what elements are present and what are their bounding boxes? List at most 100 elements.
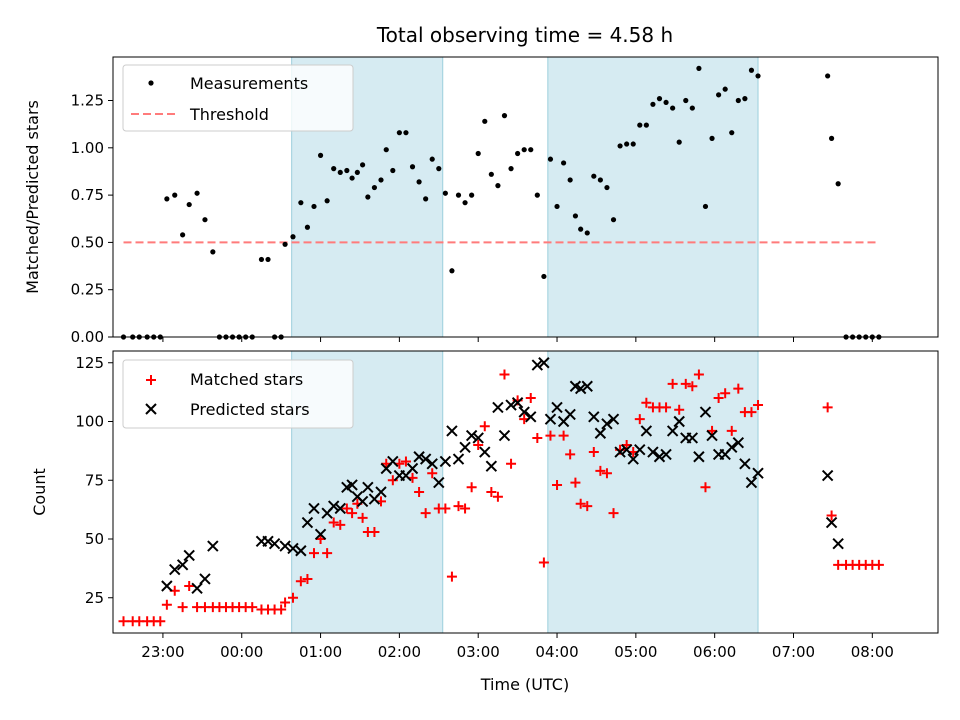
predicted-star-point <box>346 479 358 491</box>
measurement-point <box>349 175 355 181</box>
matched-star-point <box>506 458 517 469</box>
measurement-point <box>462 200 468 206</box>
measurement-point <box>617 143 623 149</box>
measurement-point <box>683 97 689 104</box>
measurement-point <box>378 177 384 183</box>
measurement-point <box>282 241 288 247</box>
predicted-star-point <box>433 476 445 489</box>
predicted-star-point <box>825 516 838 529</box>
measurement-point <box>735 97 741 104</box>
measurement-point <box>591 173 597 179</box>
legend-predicted-label: Predicted stars <box>190 400 310 419</box>
predicted-star-point <box>706 429 718 442</box>
matched-star-point <box>479 421 490 432</box>
measurement-point <box>469 192 475 198</box>
measurement-point <box>449 268 455 274</box>
legend-threshold-label: Threshold <box>189 105 269 124</box>
measurement-point <box>202 217 208 223</box>
predicted-star-point <box>505 399 517 411</box>
measurement-point <box>508 166 514 172</box>
predicted-star-point <box>525 411 537 423</box>
top-plot-frame <box>112 56 939 338</box>
measurement-point <box>656 96 663 102</box>
measurement-point <box>403 130 409 136</box>
matched-star-point <box>826 510 837 521</box>
predicted-star-point <box>439 455 452 468</box>
measurement-point <box>584 230 590 236</box>
matched-star-point <box>247 602 258 613</box>
matched-star-point <box>595 465 606 476</box>
chart-title: Total observing time = 4.58 h <box>376 23 673 47</box>
predicted-star-point <box>472 432 484 444</box>
matched-star-point <box>328 517 339 528</box>
x-tick-label: 04:00 <box>535 643 578 661</box>
measurement-point <box>689 105 695 111</box>
matched-star-point <box>414 487 425 497</box>
matched-star-point <box>545 430 556 441</box>
predicted-star-point <box>498 429 511 442</box>
matched-star-point <box>460 503 471 514</box>
predicted-star-point <box>551 401 563 414</box>
matched-star-point <box>733 383 744 394</box>
y-tick-label: 25 <box>85 589 104 607</box>
measurement-point <box>534 192 540 198</box>
matched-star-point <box>369 526 380 537</box>
matched-star-point <box>582 501 593 512</box>
bottom-x-axis-label: Time (UTC) <box>480 675 569 694</box>
legend-matched-label: Matched stars <box>190 370 303 389</box>
matched-star-point <box>499 369 510 380</box>
measurement-point <box>597 177 603 183</box>
bottom-x-axis: 23:00 00:00 01:00 02:00 03:00 04:00 05:00 06:00… <box>141 633 894 661</box>
matched-star-point <box>680 378 691 389</box>
x-tick-label: 08:00 <box>851 643 894 661</box>
predicted-star-point <box>413 451 425 463</box>
measurement-point <box>482 118 488 124</box>
measurement-point <box>360 162 366 168</box>
predicted-star-point <box>387 455 399 468</box>
predicted-star-point <box>169 563 181 576</box>
matched-star-point <box>322 548 333 559</box>
matched-star-point <box>713 393 724 403</box>
measurement-point <box>371 184 378 191</box>
matched-star-point <box>575 498 586 509</box>
matched-star-point <box>588 447 599 458</box>
measurement-point <box>567 177 573 183</box>
matched-star-point <box>347 508 358 519</box>
predicted-star-point <box>207 540 219 552</box>
y-tick-label: 125 <box>75 354 104 372</box>
predicted-star-point <box>459 441 471 454</box>
matched-star-point <box>420 508 431 519</box>
matched-star-point <box>822 402 833 413</box>
matched-star-point <box>486 487 497 497</box>
measurement-point <box>528 147 534 153</box>
measurement-point <box>604 184 610 191</box>
matched-star-point <box>280 597 291 608</box>
measurement-point <box>186 201 192 208</box>
shaded-region <box>547 56 759 338</box>
measurement-points <box>120 65 882 340</box>
matched-star-point <box>118 616 129 627</box>
matched-star-point <box>453 501 464 512</box>
predicted-star-point <box>308 502 320 515</box>
measurement-point <box>436 166 442 172</box>
y-tick-label: 0.25 <box>71 281 104 299</box>
predicted-star-point <box>745 476 758 489</box>
matched-star-point <box>177 602 188 613</box>
x-tick-label: 01:00 <box>299 643 342 661</box>
measurement-point <box>578 226 584 232</box>
predicted-star-point <box>699 406 712 418</box>
predicted-star-point <box>634 443 646 456</box>
x-tick-label: 06:00 <box>693 643 736 661</box>
measurement-point <box>521 147 527 153</box>
matched-star-point <box>276 604 287 615</box>
matched-star-point <box>525 393 536 403</box>
measurement-point <box>541 273 547 280</box>
legend-measurements-marker <box>148 80 154 86</box>
predicted-star-point <box>356 495 369 508</box>
matched-star-point <box>720 388 731 399</box>
predicted-star-point <box>446 425 458 437</box>
measurement-point <box>755 73 761 79</box>
bottom-panel: 25 50 75 100 125 23:00 00:00 01:00 02:00 03:00 04… <box>30 350 939 694</box>
predicted-star-point <box>518 406 530 418</box>
